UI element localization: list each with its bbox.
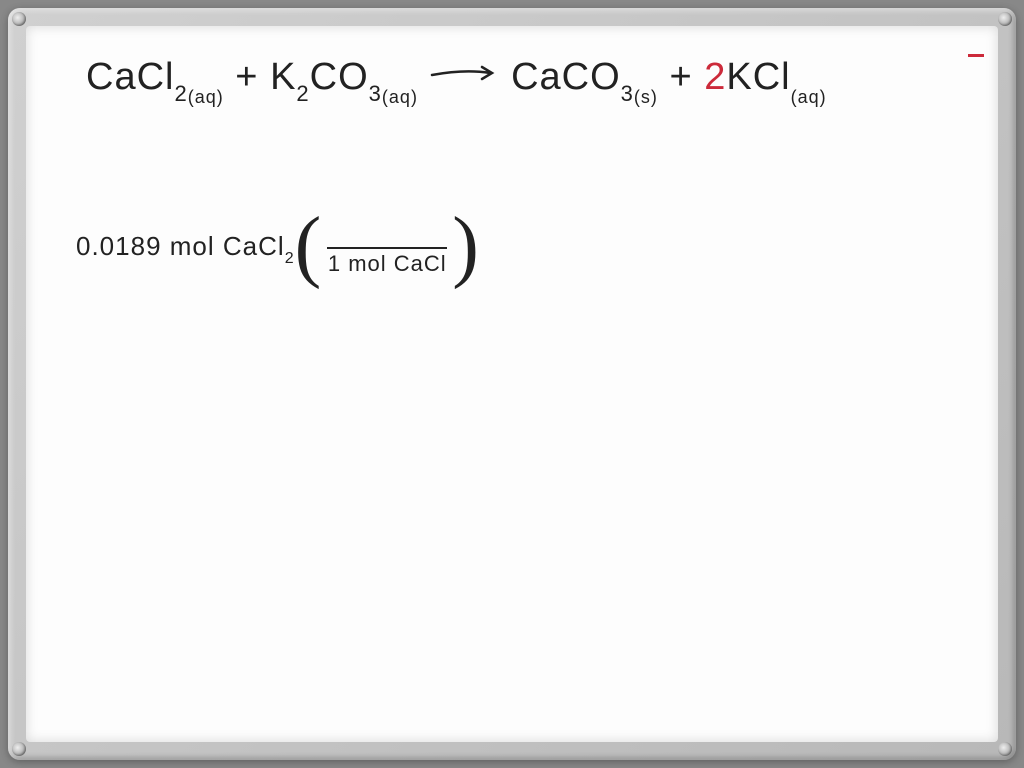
whiteboard-surface: CaCl2(aq) + K2CO3(aq) CaCO3(s) + 2KCl(aq… bbox=[26, 26, 998, 742]
subscript: 3 bbox=[621, 81, 634, 106]
fraction-bar-icon bbox=[327, 247, 447, 249]
state-label: (aq) bbox=[791, 87, 827, 107]
reactant-1: CaCl2(aq) bbox=[86, 56, 235, 98]
formula-text: CaCl bbox=[86, 56, 174, 98]
state-label: (s) bbox=[634, 87, 658, 107]
conversion-factor: ( 1 mol CaCl ) bbox=[295, 206, 480, 286]
frame-rivet bbox=[998, 12, 1012, 26]
numerator bbox=[327, 215, 447, 245]
stray-mark bbox=[968, 54, 984, 57]
value: 0.0189 bbox=[76, 231, 162, 261]
frame-rivet bbox=[12, 742, 26, 756]
given-quantity: 0.0189 mol CaCl2 bbox=[76, 231, 295, 262]
formula-text: KCl bbox=[726, 56, 790, 98]
formula-text: CO bbox=[310, 56, 369, 98]
plus-sign: + bbox=[669, 56, 692, 98]
subscript: 2 bbox=[296, 81, 309, 106]
reaction-arrow-icon bbox=[430, 52, 500, 95]
left-paren-icon: ( bbox=[295, 206, 323, 286]
right-paren-icon: ) bbox=[452, 206, 480, 286]
state-label: (aq) bbox=[188, 87, 224, 107]
fraction: 1 mol CaCl bbox=[322, 215, 452, 277]
formula-text: CaCO bbox=[511, 56, 621, 98]
coefficient: 2 bbox=[704, 56, 726, 98]
species: CaCl bbox=[223, 231, 285, 261]
formula-text: K bbox=[270, 56, 296, 98]
species: CaCl bbox=[394, 251, 447, 276]
plus-sign: + bbox=[235, 56, 258, 98]
frame-rivet bbox=[12, 12, 26, 26]
product-2: 2KCl(aq) bbox=[704, 56, 826, 98]
stoichiometry-calc: 0.0189 mol CaCl2 ( 1 mol CaCl ) bbox=[76, 206, 480, 286]
unit: mol bbox=[348, 251, 386, 276]
subscript: 2 bbox=[285, 250, 295, 267]
frame-rivet bbox=[998, 742, 1012, 756]
coef: 1 bbox=[328, 251, 341, 276]
denominator: 1 mol CaCl bbox=[328, 251, 447, 277]
state-label: (aq) bbox=[382, 87, 418, 107]
subscript: 2 bbox=[174, 81, 187, 106]
chemical-equation: CaCl2(aq) + K2CO3(aq) CaCO3(s) + 2KCl(aq… bbox=[86, 56, 827, 99]
product-1: CaCO3(s) bbox=[511, 56, 669, 98]
subscript: 3 bbox=[369, 81, 382, 106]
whiteboard-frame: CaCl2(aq) + K2CO3(aq) CaCO3(s) + 2KCl(aq… bbox=[8, 8, 1016, 760]
reactant-2: K2CO3(aq) bbox=[270, 56, 429, 98]
unit: mol bbox=[170, 231, 215, 261]
